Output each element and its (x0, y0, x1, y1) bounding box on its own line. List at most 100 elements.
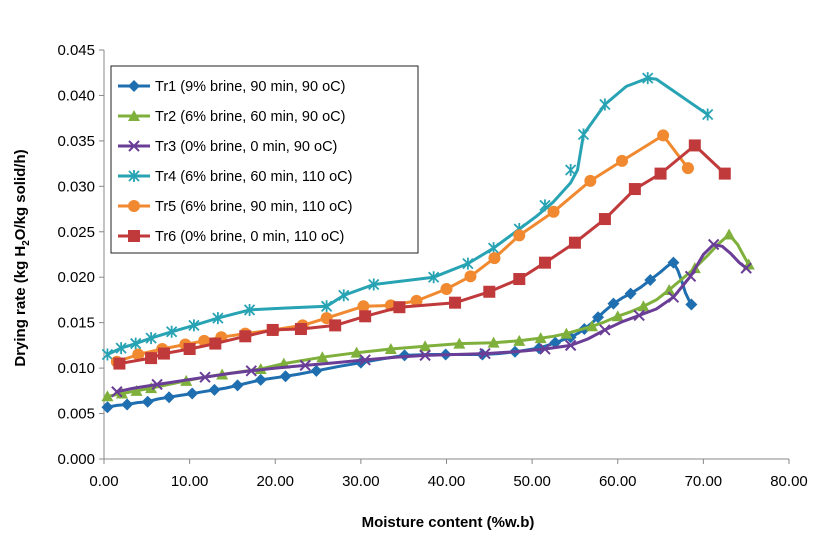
triangle-marker (723, 228, 736, 240)
square-marker (294, 323, 307, 336)
legend-item: Tr2 (6% brine, 60 min, 90 oC) (118, 109, 345, 125)
circle-marker (410, 294, 423, 307)
legend-label: Tr6 (0% brine, 0 min, 110 oC) (155, 229, 344, 245)
square-marker (568, 236, 581, 249)
x-marker (359, 354, 371, 366)
square-marker (145, 352, 158, 365)
square-marker (183, 343, 196, 356)
square-marker (688, 139, 701, 152)
diamond-marker (279, 370, 292, 383)
x-tick-label: 30.00 (342, 473, 380, 490)
diamond-marker (121, 398, 134, 411)
series-layer (101, 72, 755, 414)
x-tick-label: 60.00 (599, 473, 637, 490)
triangle-marker (534, 332, 547, 344)
star-marker (642, 72, 654, 85)
star-marker (145, 332, 157, 345)
square-marker (483, 285, 496, 298)
circle-marker (681, 162, 694, 175)
legend-label: Tr4 (6% brine, 60 min, 110 oC) (155, 169, 352, 185)
square-marker (449, 296, 462, 309)
triangle-marker (637, 300, 650, 312)
circle-marker (464, 270, 477, 283)
circle-marker (513, 229, 526, 242)
square-marker (113, 357, 126, 370)
diamond-marker (685, 298, 698, 311)
triangle-marker (350, 346, 363, 358)
x-tick-label: 0.00 (89, 473, 118, 490)
star-marker (101, 348, 114, 361)
y-tick-label: 0.045 (57, 42, 95, 59)
legend-label: Tr1 (9% brine, 90 min, 90 oC) (155, 79, 345, 95)
y-tick-label: 0.015 (57, 315, 95, 332)
triangle-marker (316, 351, 329, 363)
x-tick-label: 20.00 (256, 473, 294, 490)
circle-marker (132, 348, 145, 361)
circle-marker (657, 129, 670, 142)
y-tick-label: 0.010 (57, 360, 95, 377)
x-marker (245, 365, 257, 377)
legend-label: Tr2 (6% brine, 60 min, 90 oC) (155, 109, 345, 125)
triangle-marker (130, 384, 143, 396)
triangle-marker (560, 327, 573, 339)
x-marker (479, 347, 491, 360)
star-marker (702, 108, 714, 121)
diamond-marker (128, 80, 140, 92)
y-tick-label: 0.040 (57, 87, 95, 104)
x-tick-label: 50.00 (513, 473, 551, 490)
series-line (115, 243, 748, 394)
x-tick-label: 10.00 (171, 473, 209, 490)
x-marker (633, 309, 645, 322)
diamond-marker (163, 391, 176, 404)
star-marker (539, 199, 551, 212)
legend-label: Tr3 (0% brine, 0 min, 90 oC) (155, 139, 337, 155)
x-axis-title: Moisture content (%w.b) (362, 514, 535, 531)
square-marker (598, 213, 611, 226)
star-marker (212, 312, 224, 325)
y-tick-label: 0.000 (57, 451, 95, 468)
circle-marker (440, 283, 453, 296)
star-marker (130, 337, 142, 350)
square-marker (654, 167, 667, 180)
x-marker (564, 339, 577, 352)
x-marker (740, 262, 752, 274)
square-marker (513, 273, 526, 286)
y-axis-title: Drying rate (kg H2O/kg solid/h) (12, 149, 32, 366)
legend-box (110, 65, 419, 254)
y-tick-label: 0.020 (57, 269, 95, 286)
diamond-marker (141, 395, 154, 408)
square-marker (359, 310, 372, 323)
diamond-marker (231, 379, 244, 392)
x-marker (419, 349, 431, 362)
square-marker (628, 183, 641, 196)
square-marker (157, 347, 170, 360)
y-tick-label: 0.030 (57, 178, 95, 195)
star-marker (243, 303, 256, 316)
x-marker (667, 291, 680, 303)
square-marker (393, 301, 406, 314)
legend-item: Tr3 (0% brine, 0 min, 90 oC) (118, 139, 337, 155)
star-marker (577, 128, 590, 141)
triangle-marker (453, 337, 466, 349)
legend-label: Tr5 (6% brine, 90 min, 110 oC) (155, 199, 352, 215)
circle-marker (357, 300, 370, 313)
legend-item: Tr5 (6% brine, 90 min, 110 oC) (118, 199, 352, 215)
triangle-marker (663, 283, 676, 295)
star-marker (487, 242, 500, 255)
diamond-marker (208, 383, 221, 396)
diamond-marker (607, 297, 620, 310)
x-marker (539, 343, 551, 355)
triangle-marker (128, 110, 140, 121)
square-marker (209, 337, 222, 350)
diamond-marker (254, 373, 267, 386)
series-5 (110, 129, 694, 368)
axes: 0.000 0.005 0.010 0.015 0.020 0.025 0.030 0.035… (57, 42, 807, 490)
square-marker (329, 319, 342, 332)
triangle-marker (513, 334, 526, 346)
diamond-marker (101, 401, 114, 414)
x-tick-label: 40.00 (428, 473, 466, 490)
x-tick-label: 70.00 (685, 473, 723, 490)
circle-marker (128, 200, 140, 212)
x-marker (111, 386, 123, 398)
